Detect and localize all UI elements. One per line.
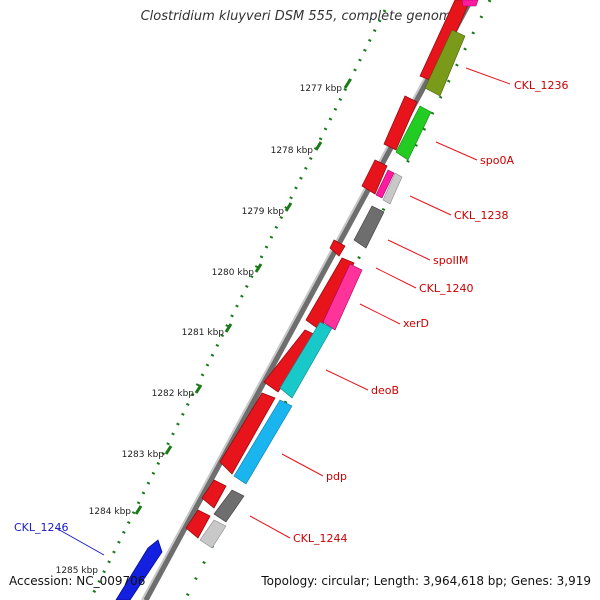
gene-feature-ckl1238 <box>361 159 388 195</box>
ruler-label: 1281 kbp <box>182 328 225 338</box>
cog-track <box>199 0 479 549</box>
ruler-label: 1285 kbp <box>56 566 99 576</box>
gene-label-ckl1244: CKL_1244 <box>293 532 348 545</box>
cog-bar <box>461 0 479 7</box>
label-line <box>409 195 452 216</box>
gene-label-deob: deoB <box>371 384 399 397</box>
ruler-tick <box>134 505 143 515</box>
label-line <box>281 453 324 477</box>
gene-label-ckl1236: CKL_1236 <box>514 79 569 92</box>
ruler-label: 1280 kbp <box>212 268 255 278</box>
ruler-label: 1283 kbp <box>122 450 165 460</box>
gene-label-ckl1238: CKL_1238 <box>454 209 509 222</box>
cog-bar <box>233 399 293 485</box>
gene-label-ckl1240: CKL_1240 <box>419 282 474 295</box>
genome-summary: Topology: circular; Length: 3,964,618 bp… <box>261 574 591 588</box>
ruler-label: 1277 kbp <box>300 84 343 94</box>
cog-bar <box>199 519 227 549</box>
ruler-tick <box>224 323 233 333</box>
cog-bar <box>382 172 403 205</box>
cog-bar <box>322 263 363 331</box>
label-line-reverse <box>55 527 105 556</box>
cog-bar <box>424 29 466 97</box>
label-line <box>387 239 431 261</box>
gene-label-pdp: pdp <box>326 470 347 483</box>
cog-bar <box>375 169 395 199</box>
ruler-label: 1278 kbp <box>271 146 314 156</box>
ruler-label: 1284 kbp <box>89 507 132 517</box>
label-line <box>325 369 369 391</box>
ruler-tick <box>194 384 203 394</box>
gene-feature-spo0a <box>383 95 418 151</box>
ruler-label: 1282 kbp <box>152 389 195 399</box>
gene-label-spoiim: spoIIM <box>433 254 468 267</box>
forward-genes <box>185 0 471 539</box>
cog-bar <box>353 205 385 249</box>
label-line <box>359 303 401 325</box>
gene-label-ckl1246: CKL_1246 <box>14 521 69 534</box>
cog-bar <box>395 105 432 161</box>
gene-feature-gene11 <box>201 479 227 509</box>
genome-backbone <box>141 0 474 600</box>
label-line <box>249 515 291 539</box>
gene-label-xerd: xerD <box>403 317 429 330</box>
gene-feature-ckl1246 <box>115 539 163 600</box>
ruler-tick <box>343 79 352 89</box>
reverse-genes <box>115 539 163 600</box>
gene-feature-pdp <box>219 392 276 475</box>
gene-feature-ckl1244 <box>185 509 211 539</box>
gene-label-spo0a: spo0A <box>480 154 514 167</box>
cog-bar <box>279 321 333 399</box>
ruler-tick <box>314 141 323 151</box>
label-line <box>375 267 417 289</box>
ruler-tick <box>254 263 263 273</box>
label-lines <box>249 67 511 539</box>
gene-feature-spoiim <box>329 239 346 257</box>
ruler-ticks <box>134 79 352 515</box>
label-line <box>465 67 511 85</box>
label-line <box>435 141 478 161</box>
ruler-tick <box>284 202 293 212</box>
accession-label: Accession: NC_009706 <box>9 574 146 588</box>
cog-bar <box>213 489 245 523</box>
ruler-tick <box>164 445 173 455</box>
ruler-label: 1279 kbp <box>242 207 285 217</box>
